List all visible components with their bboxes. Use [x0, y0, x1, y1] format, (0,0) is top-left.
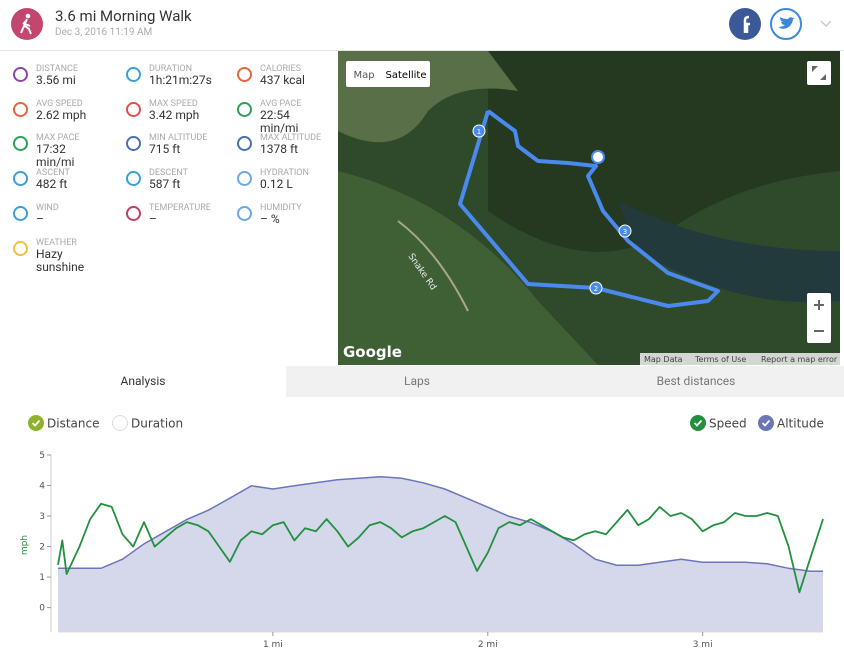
stat-icon [237, 136, 252, 152]
stat-icon [13, 136, 28, 152]
toggle[interactable] [758, 415, 774, 431]
stat-icon [126, 205, 141, 221]
toggle[interactable] [28, 415, 44, 431]
map-brand: Google [343, 343, 402, 361]
stat-label: MAX ALTITUDE [260, 133, 322, 144]
stat-label: MAX PACE [36, 133, 80, 144]
stat-icon [13, 240, 28, 256]
legend-label: Speed [709, 417, 747, 431]
map-footer[interactable]: Map Data [644, 355, 683, 364]
map-button[interactable]: Satellite [386, 70, 427, 81]
map: 1 2 3 Map Satellite Snake Rd Google Map … [338, 51, 840, 365]
stat-icon [237, 101, 252, 117]
y-tick-label: 2 [39, 543, 45, 553]
map-marker[interactable]: 1 [477, 128, 481, 136]
stat-icon [237, 67, 252, 82]
stat-icon [237, 205, 252, 221]
x-tick-label: 3 mi [693, 640, 713, 650]
map-footer[interactable]: Report a map error [761, 355, 838, 364]
stat-value: Hazy sunshine [36, 246, 85, 274]
stat-label: HUMIDITY [260, 202, 302, 213]
stat-icon [13, 67, 28, 82]
stat-label: AVG PACE [260, 98, 302, 109]
stat-value: 482 ft [36, 177, 68, 192]
toggle-label: Duration [131, 417, 183, 431]
stat-label: AVG SPEED [36, 98, 83, 109]
stat-value: – [149, 211, 157, 226]
stats: DISTANCE 3.56 mi DURATION 1h:21m:27s CALORIE… [0, 51, 338, 365]
chart: Distance Duration Speed Altitude 0 1 2 3 4 5 1 mi 2… [20, 415, 824, 650]
subtitle: Dec 3, 2016 11:19 AM [55, 27, 153, 38]
stat-label: CALORIES [260, 64, 301, 74]
tab[interactable]: Laps [286, 366, 548, 397]
stat-value: 437 kcal [260, 73, 305, 87]
activity-icon [11, 8, 43, 40]
header: 3.6 mi Morning Walk Dec 3, 2016 11:19 AM [0, 0, 844, 51]
stat-icon [126, 67, 141, 82]
share [729, 8, 832, 40]
stat-label: HYDRATION [260, 168, 309, 179]
stat-icon [237, 171, 252, 187]
stat-icon [13, 171, 28, 187]
stat-value: 17:32 min/mi [36, 142, 75, 170]
stat-value: 2.62 mph [36, 107, 87, 122]
y-tick-label: 0 [39, 604, 45, 614]
stat-value: 0.12 L [260, 177, 293, 192]
stat-label: WIND [36, 202, 59, 213]
altitude-area [58, 476, 823, 632]
stat-icon [13, 101, 28, 117]
map-footer[interactable]: Terms of Use [694, 355, 746, 364]
map-marker[interactable]: 3 [623, 228, 627, 236]
toggle[interactable] [690, 415, 706, 431]
stat-label: TEMPERATURE [149, 202, 211, 213]
y-tick-label: 3 [39, 512, 45, 522]
stat-value: 1h:21m:27s [149, 73, 212, 87]
stat-label: DESCENT [149, 168, 189, 179]
stat-label: WEATHER [36, 237, 77, 248]
map-marker[interactable]: 2 [594, 285, 598, 293]
map-button[interactable]: Map [353, 70, 374, 81]
stat-icon [126, 101, 141, 117]
tab[interactable]: Analysis [0, 366, 286, 397]
check [31, 419, 41, 427]
altitude-line [58, 475, 823, 573]
stat-icon [13, 205, 28, 221]
stat-value: – [36, 211, 44, 226]
stat-value: – % [260, 211, 280, 226]
toggle[interactable] [112, 415, 128, 431]
y-tick-label: 1 [39, 573, 45, 583]
speed-line [57, 502, 824, 594]
title: 3.6 mi Morning Walk [55, 7, 192, 25]
zoom[interactable] [807, 293, 831, 343]
check [693, 419, 703, 427]
stat-label: DURATION [149, 64, 193, 74]
check [761, 419, 771, 427]
y-tick-label: 4 [39, 482, 45, 492]
fullscreen[interactable] [807, 61, 831, 85]
stat-value: 22:54 min/mi [260, 107, 299, 135]
stat-value: 715 ft [149, 142, 181, 157]
stat-value: 3.42 mph [149, 107, 200, 122]
toggle-label: Distance [47, 417, 99, 431]
y-axis-label: mph [20, 535, 30, 555]
tab[interactable]: Best distances [548, 366, 844, 397]
stat-icon [126, 171, 141, 187]
stat-value: 1378 ft [260, 142, 299, 157]
y-tick-label: 5 [39, 451, 45, 461]
stat-value: 587 ft [149, 177, 181, 192]
stat-label: MAX SPEED [149, 98, 198, 109]
stat-label: DISTANCE [36, 64, 78, 74]
x-tick-label: 1 mi [263, 640, 283, 650]
x-tick-label: 2 mi [478, 640, 498, 650]
stat-label: ASCENT [36, 168, 70, 179]
stat-value: 3.56 mi [36, 73, 76, 87]
expand[interactable] [820, 20, 832, 28]
stat-icon [126, 136, 141, 152]
stat-label: MIN ALTITUDE [149, 133, 208, 144]
legend-label: Altitude [777, 417, 824, 431]
